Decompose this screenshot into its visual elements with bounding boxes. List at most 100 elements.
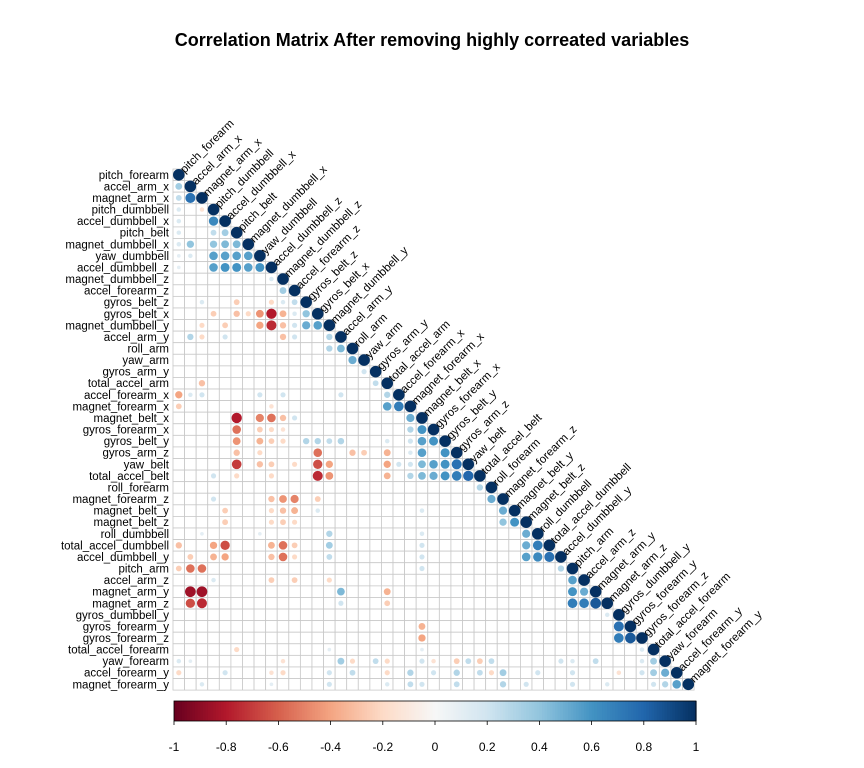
colorbar-segment <box>317 701 321 721</box>
correlation-point <box>279 322 287 329</box>
matrix-cell <box>392 643 405 656</box>
matrix-cell <box>381 516 394 529</box>
correlation-point <box>185 192 196 203</box>
matrix-cell <box>242 365 255 378</box>
colorbar-segment <box>656 701 661 721</box>
matrix-cell <box>404 562 417 575</box>
correlation-point <box>313 321 323 330</box>
matrix-cell <box>230 573 243 587</box>
matrix-cell <box>346 411 359 425</box>
row-label: magnet_belt_y <box>94 506 170 518</box>
row-label: accel_arm_z <box>104 575 169 587</box>
correlation-point <box>569 681 576 687</box>
matrix-cell <box>288 608 301 622</box>
colorbar-segment <box>333 701 337 721</box>
matrix-cell <box>299 458 313 471</box>
colorbar-segment <box>270 701 274 721</box>
matrix-cell <box>508 597 521 610</box>
matrix-cell <box>334 608 348 622</box>
matrix-cell <box>392 608 405 622</box>
matrix-cell <box>462 550 475 564</box>
correlation-point <box>175 195 182 201</box>
colorbar-segment <box>179 701 183 721</box>
matrix-cell <box>404 504 417 517</box>
matrix-cell <box>299 678 313 691</box>
matrix-cell <box>392 678 405 691</box>
matrix-cell <box>462 678 475 691</box>
matrix-cell <box>473 620 487 633</box>
matrix-cell <box>508 608 521 622</box>
matrix-cell <box>496 527 510 540</box>
matrix-cell <box>415 481 429 494</box>
correlation-point <box>268 461 275 468</box>
matrix-cell <box>218 446 232 459</box>
matrix-cell <box>172 365 185 378</box>
matrix-cell <box>334 469 348 483</box>
correlation-point <box>326 333 333 341</box>
matrix-cell <box>381 539 394 552</box>
correlation-point <box>313 459 323 469</box>
matrix-cell <box>357 411 371 425</box>
matrix-cell <box>288 597 301 610</box>
correlation-point <box>185 586 196 598</box>
correlation-point <box>187 554 194 560</box>
matrix-cell <box>265 377 278 390</box>
colorbar-segment <box>299 701 303 721</box>
matrix-cell <box>195 469 209 483</box>
matrix-cell <box>184 539 197 552</box>
correlation-point <box>338 392 344 398</box>
colorbar-segment <box>628 701 632 721</box>
matrix-cell <box>496 573 510 587</box>
matrix-cell <box>438 654 452 668</box>
correlation-point <box>255 413 264 423</box>
colorbar-segment <box>223 701 227 721</box>
colorbar-segment <box>174 701 178 721</box>
row-label: gyros_belt_y <box>104 436 169 448</box>
matrix-cell <box>299 631 313 645</box>
correlation-point <box>175 565 182 572</box>
matrix-cell <box>577 631 591 645</box>
correlation-point <box>222 519 229 526</box>
matrix-cell <box>172 608 185 622</box>
matrix-cell <box>520 608 533 622</box>
matrix-cell <box>242 608 255 622</box>
matrix-cell <box>311 377 324 390</box>
correlation-point <box>384 658 390 664</box>
matrix-cell <box>543 562 556 575</box>
matrix-cell <box>334 411 348 425</box>
matrix-cell <box>346 516 359 529</box>
colorbar-segment <box>309 701 313 721</box>
correlation-point <box>222 670 228 676</box>
matrix-cell <box>392 666 405 679</box>
matrix-cell <box>554 620 568 633</box>
colorbar-segment <box>192 701 196 721</box>
matrix-cell <box>253 272 267 286</box>
matrix-cell <box>357 585 371 598</box>
matrix-cell <box>253 666 267 679</box>
correlation-point <box>383 588 391 596</box>
correlation-point <box>232 262 242 272</box>
correlation-point <box>176 670 182 676</box>
diagonal-point <box>265 261 278 274</box>
correlation-point <box>440 459 450 469</box>
matrix-cell <box>311 585 324 598</box>
matrix-cell <box>357 469 371 483</box>
matrix-cell <box>369 666 382 679</box>
correlation-point <box>453 658 460 665</box>
matrix-cell <box>357 388 371 401</box>
correlation-point <box>440 448 450 458</box>
correlation-point <box>650 657 657 665</box>
matrix-cell <box>253 678 267 691</box>
matrix-cell <box>184 458 197 471</box>
correlation-point <box>613 621 624 632</box>
colorbar-segment <box>314 701 319 721</box>
colorbar-segment <box>207 701 212 721</box>
matrix-cell <box>427 504 440 517</box>
matrix-cell <box>346 434 359 448</box>
matrix-cell <box>288 446 301 459</box>
matrix-cell <box>311 678 324 691</box>
colorbar-segment <box>492 701 496 721</box>
matrix-cell <box>265 330 278 344</box>
diagonal-point <box>647 643 660 656</box>
matrix-cell <box>207 631 220 645</box>
